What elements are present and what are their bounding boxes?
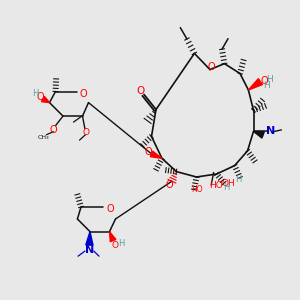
Polygon shape [41,96,50,103]
Text: H: H [263,81,270,90]
Text: O: O [136,86,145,97]
Text: O: O [50,124,57,135]
Text: HO: HO [209,182,223,190]
Text: N: N [266,126,275,136]
Text: H: H [224,183,230,192]
Polygon shape [110,232,116,242]
Polygon shape [254,131,264,138]
Polygon shape [86,232,93,245]
Text: H: H [118,239,125,248]
Text: O: O [106,204,114,214]
Text: N: N [85,244,94,255]
Text: OH: OH [222,179,236,188]
Text: O: O [165,180,173,190]
Text: CH₃: CH₃ [38,135,49,140]
Text: O: O [82,128,89,137]
Polygon shape [248,79,262,90]
Text: H: H [235,176,242,184]
Text: O: O [79,89,87,99]
Polygon shape [150,151,162,158]
Text: O: O [144,147,152,158]
Text: HO: HO [192,184,203,194]
Text: O: O [37,92,44,102]
Text: O: O [208,61,215,72]
Text: O: O [260,76,268,86]
Text: O: O [111,241,118,250]
Text: H: H [32,89,38,98]
Text: H: H [266,75,273,84]
